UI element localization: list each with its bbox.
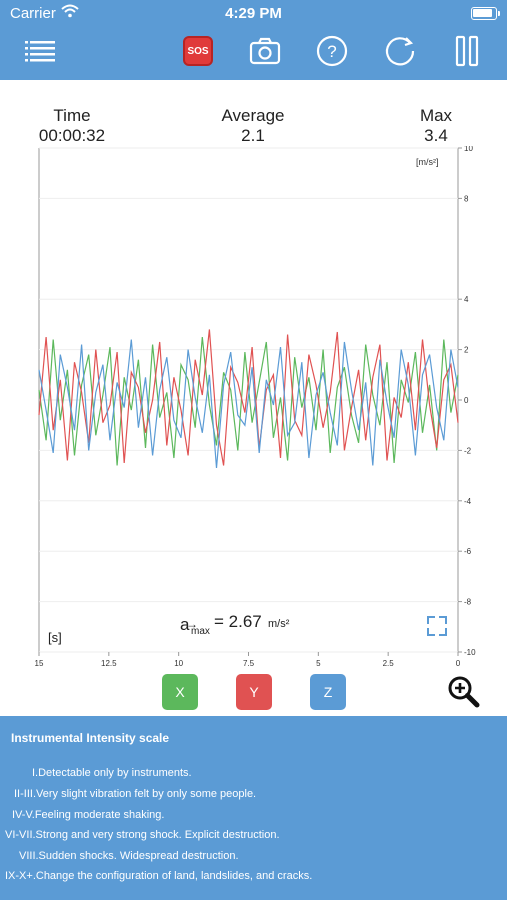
stats-row: Time 00:00:32 Average 2.1 Max 3.4 — [0, 106, 507, 146]
y-tick-label: 0 — [464, 396, 469, 405]
status-bar: Carrier 4:29 PM — [0, 0, 507, 28]
sos-button[interactable]: SOS — [180, 33, 216, 69]
x-unit-label: [s] — [48, 630, 62, 645]
expand-icon-tr — [439, 616, 447, 624]
x-tick-label: 12.5 — [101, 659, 117, 666]
axis-y-button[interactable]: Y — [236, 674, 272, 710]
expand-icon-br — [439, 628, 447, 636]
time-label: Time — [53, 106, 91, 125]
expand-icon-bl — [427, 628, 435, 636]
y-tick-label: 2 — [464, 346, 469, 355]
y-tick-label: 4 — [464, 295, 469, 304]
series-line-z — [38, 339, 459, 469]
x-tick-label: 0 — [456, 659, 461, 666]
amax-value: = 2.67 — [214, 612, 262, 631]
y-tick-label: -4 — [464, 497, 472, 506]
zoom-in-icon — [448, 676, 480, 708]
menu-icon — [25, 41, 55, 62]
y-tick-label: -10 — [464, 648, 476, 657]
battery-icon — [471, 7, 500, 20]
fullscreen-button[interactable] — [427, 616, 447, 636]
y-tick-label: 10 — [464, 146, 473, 153]
intensity-line-2: II-III.Very slight vibration felt by onl… — [14, 788, 257, 800]
average-label: Average — [221, 106, 285, 125]
series-line-x — [38, 336, 459, 466]
series-line-y — [38, 329, 459, 466]
y-tick-label: -8 — [464, 598, 472, 607]
x-tick-label: 5 — [316, 659, 321, 666]
intensity-scale-panel: Instrumental Intensity scale I.Detectabl… — [0, 716, 507, 900]
svg-text:?: ? — [327, 42, 336, 61]
intensity-line-6: IX-X+.Change the configuration of land, … — [5, 870, 313, 882]
help-button[interactable]: ? — [314, 33, 350, 69]
max-value: 3.4 — [424, 126, 448, 145]
x-tick-label: 15 — [35, 659, 44, 666]
pause-button[interactable] — [449, 33, 485, 69]
status-time: 4:29 PM — [225, 5, 282, 22]
amax-arrow: → — [186, 617, 198, 631]
carrier-label: Carrier — [10, 5, 56, 22]
y-unit-label: [m/s²] — [416, 157, 439, 167]
expand-icon-tl — [427, 616, 435, 624]
intensity-line-3: IV-V.Feeling moderate shaking. — [12, 809, 165, 821]
amax-subscript: max — [191, 626, 210, 637]
intensity-line-4: VI-VII.Strong and very strong shock. Exp… — [5, 829, 280, 841]
amax-unit: m/s² — [268, 618, 290, 630]
average-value: 2.1 — [241, 126, 265, 145]
average-stat: Average 2.1 — [212, 106, 294, 146]
axis-z-button[interactable]: Z — [310, 674, 346, 710]
reset-button[interactable] — [382, 33, 418, 69]
y-tick-label: -6 — [464, 547, 472, 556]
header-bar: Carrier 4:29 PM SOS ? — [0, 0, 507, 80]
time-stat: Time 00:00:32 — [34, 106, 110, 146]
axis-x-button[interactable]: X — [162, 674, 198, 710]
max-stat: Max 3.4 — [410, 106, 462, 146]
pause-icon — [455, 35, 479, 67]
max-label: Max — [419, 106, 453, 125]
amax-readout: → a max = 2.67 m/s² — [180, 612, 290, 637]
intensity-line-5: VIII.Sudden shocks. Widespread destructi… — [19, 850, 239, 862]
x-tick-label: 2.5 — [383, 659, 395, 666]
x-tick-label: 7.5 — [243, 659, 255, 666]
question-icon: ? — [316, 35, 348, 67]
y-tick-label: 8 — [464, 194, 469, 203]
amax-symbol: a — [180, 615, 190, 634]
x-tick-label: 10 — [174, 659, 183, 666]
refresh-icon — [385, 37, 415, 66]
intensity-line-1: I.Detectable only by instruments. — [32, 767, 192, 779]
camera-button[interactable] — [247, 33, 283, 69]
zoom-button[interactable] — [446, 674, 482, 710]
wifi-icon — [61, 4, 79, 22]
acceleration-chart: 10 8 4 2 0 -2 -4 -6 -8 -10 15 12.5 10 7.5 5 2.5 0 [m/s²… — [35, 146, 477, 666]
sos-icon: SOS — [183, 36, 213, 66]
menu-button[interactable] — [22, 33, 58, 69]
intensity-scale-title: Instrumental Intensity scale — [11, 731, 170, 745]
camera-icon — [249, 37, 281, 65]
y-tick-label: -2 — [464, 446, 472, 455]
time-value: 00:00:32 — [38, 126, 106, 145]
